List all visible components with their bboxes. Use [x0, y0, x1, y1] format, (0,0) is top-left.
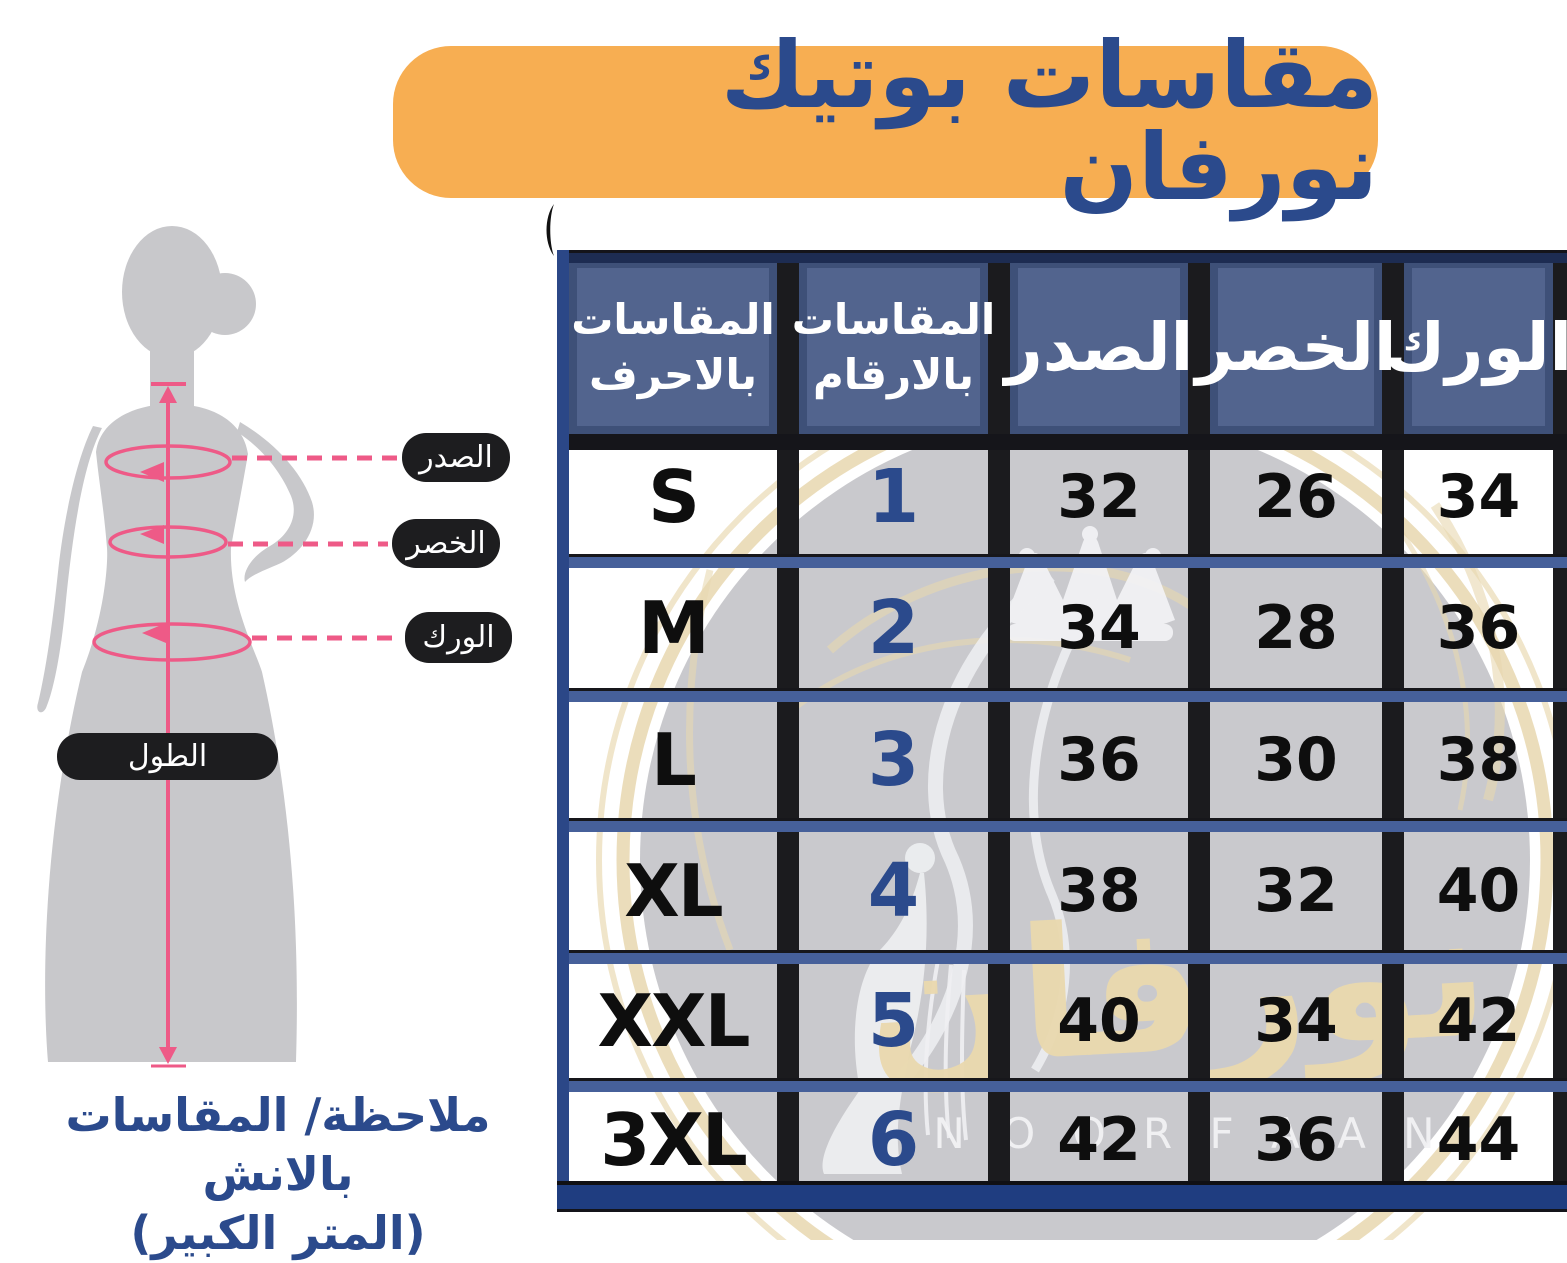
cell-waist: 32	[1254, 856, 1338, 926]
cell-hip: 44	[1436, 1105, 1521, 1175]
header-sizes-numbers: المقاسات بالارقام	[792, 260, 995, 434]
cell-letter: XXL	[597, 979, 751, 1063]
column-divider	[1382, 260, 1404, 1188]
cell-number: 6	[867, 1097, 920, 1183]
table-border-top	[557, 250, 1567, 263]
cell-hip: 38	[1436, 725, 1521, 795]
watermark-latin-text: N O O R F A A N	[933, 1109, 1446, 1158]
header-waist-label: الخصر	[1195, 308, 1397, 386]
cell-number: 3	[867, 717, 920, 803]
header-sizes-letters: المقاسات بالاحرف	[569, 260, 777, 434]
cell-letter: M	[638, 586, 710, 670]
cell-hip: 40	[1436, 856, 1521, 926]
header-sizes-letters-label: المقاسات بالاحرف	[571, 294, 775, 399]
chest-label-pill: الصدر	[402, 433, 510, 482]
cell-waist: 26	[1254, 462, 1338, 532]
cell-chest: 38	[1057, 856, 1141, 926]
cell-number: 2	[867, 585, 920, 671]
header-sizes-numbers-label: المقاسات بالارقام	[791, 294, 996, 399]
cell-number: 4	[867, 848, 920, 934]
size-table: المقاسات بالاحرف المقاسات بالارقام الصدر…	[557, 250, 1567, 1212]
header-waist: الخصر	[1195, 260, 1397, 434]
waist-label: الخصر	[406, 526, 486, 561]
header-divider	[557, 434, 1567, 450]
cell-number: 5	[867, 978, 920, 1064]
crescent-mark	[546, 204, 554, 256]
measurement-lines	[92, 382, 400, 1068]
row-divider	[557, 1078, 1567, 1092]
watermark-feathers	[923, 959, 968, 1141]
header-hip: الورك	[1385, 260, 1567, 434]
cell-letter: XL	[624, 849, 723, 933]
note-line2: (المتر الكبير)	[130, 1205, 426, 1260]
header-hip-label: الورك	[1384, 308, 1567, 386]
column-divider-right	[1553, 260, 1567, 1188]
table-border-bottom	[557, 1181, 1567, 1212]
length-label-pill: الطول	[57, 733, 278, 780]
cell-chest: 34	[1057, 593, 1141, 663]
cell-hip: 36	[1436, 593, 1521, 663]
cell-hip: 42	[1436, 986, 1521, 1056]
title-banner: مقاسات بوتيك نورفان	[393, 30, 1378, 214]
cell-waist: 34	[1254, 986, 1338, 1056]
hip-label-pill: الورك	[405, 612, 512, 663]
row-divider	[557, 554, 1567, 568]
note-line1: ملاحظة/ المقاسات بالانش	[65, 1088, 491, 1201]
column-divider	[1188, 260, 1210, 1188]
units-note: ملاحظة/ المقاسات بالانش (المتر الكبير)	[0, 1086, 556, 1263]
cell-chest: 36	[1057, 725, 1141, 795]
cell-waist: 30	[1254, 725, 1338, 795]
row-divider	[557, 818, 1567, 832]
woman-silhouette	[37, 226, 314, 1062]
waist-label-pill: الخصر	[392, 519, 500, 568]
cell-waist: 28	[1254, 593, 1338, 663]
hip-label: الورك	[422, 620, 495, 655]
cell-letter: S	[648, 455, 700, 539]
cell-letter: 3XL	[600, 1098, 748, 1182]
cell-chest: 42	[1057, 1105, 1141, 1175]
header-chest: الصدر	[1005, 260, 1193, 434]
chest-label: الصدر	[419, 440, 493, 475]
length-label: الطول	[127, 739, 208, 774]
cell-number: 1	[867, 454, 920, 540]
cell-letter: L	[651, 718, 697, 802]
cell-waist: 36	[1254, 1105, 1338, 1175]
cell-hip: 34	[1436, 462, 1521, 532]
page-title: مقاسات بوتيك نورفان	[720, 22, 1378, 221]
cell-chest: 40	[1057, 986, 1141, 1056]
measurement-arrowheads	[140, 386, 177, 1064]
cell-chest: 32	[1057, 462, 1141, 532]
table-border-left	[557, 250, 569, 1212]
row-divider	[557, 688, 1567, 702]
row-divider	[557, 950, 1567, 964]
crown-icon	[1005, 526, 1175, 641]
woman-silhouette-watermark	[822, 843, 935, 1174]
watermark-gold-ring-outer	[596, 390, 1567, 1240]
header-chest-label: الصدر	[1004, 308, 1194, 386]
